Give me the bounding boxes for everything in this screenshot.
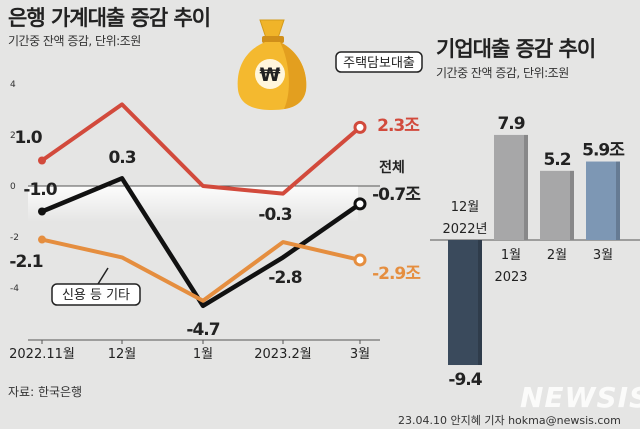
x-tick-label: 3월	[350, 347, 370, 362]
total-line	[41, 176, 362, 309]
corporate-loan-bar-chart: -9.4 12월 2022년 7.9 1월 2023 5.2 2월 5.9조 3월	[430, 114, 640, 390]
credit-label-nov: -2.1	[9, 252, 42, 272]
total-series-name: 전체	[379, 159, 405, 176]
total-label-mar: -0.7조	[372, 185, 421, 205]
x-tick-label: 2022.11월	[9, 347, 75, 362]
mortgage-series-name: 주택담보대출	[343, 56, 415, 71]
won-sign-icon: ₩	[260, 64, 281, 86]
bar-category-label: 12월	[451, 200, 480, 215]
credit-callout-pointer	[97, 267, 109, 285]
bar	[448, 240, 482, 366]
y-tick-label: 2	[10, 131, 16, 141]
bar	[494, 134, 528, 240]
credit-line-start-dot	[38, 235, 46, 244]
mortgage-line-end-marker	[353, 120, 367, 134]
x-tick-label: 2023.2월	[254, 347, 311, 362]
credit-label-mar: -2.9조	[372, 264, 421, 284]
left-chart-title: 은행 가계대출 증감 추이	[8, 6, 211, 30]
total-label-feb: -2.8	[268, 268, 301, 288]
credit-text: 23.04.10 안지혜 기자 hokma@newsis.com	[398, 414, 621, 427]
y-tick-label: 0	[10, 182, 16, 192]
total-label-nov: -1.0	[23, 180, 57, 200]
bar-category-label: 1월	[501, 248, 521, 263]
bar-value-label: 5.2	[543, 150, 570, 170]
bar-shade	[478, 240, 482, 366]
left-chart-subtitle: 기간중 잔액 증감, 단위:조원	[8, 34, 141, 48]
x-tick-label: 1월	[193, 347, 213, 362]
total-line-start-dot	[38, 207, 46, 216]
credit-line-end-marker	[353, 253, 367, 267]
mortgage-label-feb: -0.3	[258, 205, 291, 225]
bar-value-label: -9.4	[448, 370, 482, 390]
bar-category-sublabel: 2022년	[442, 222, 487, 237]
bar-shade	[570, 170, 574, 240]
credit-line	[41, 237, 361, 303]
y-tick-label: -2	[10, 233, 19, 243]
bar-category-label: 2월	[547, 248, 567, 263]
source-text: 자료: 한국은행	[8, 385, 83, 399]
mortgage-label-nov: 1.0	[14, 128, 42, 148]
newsis-logo: NEWSIS	[520, 381, 640, 414]
bar-shade	[616, 161, 620, 240]
bar-category-label: 3월	[593, 248, 613, 263]
bar-value-label: 7.9	[497, 114, 524, 134]
y-tick-label: -4	[10, 284, 19, 294]
bar	[586, 161, 620, 240]
right-chart-subtitle: 기간중 잔액 증감, 단위:조원	[436, 66, 569, 80]
credit-series-name: 신용 등 기타	[62, 288, 130, 303]
zero-band	[28, 186, 358, 222]
bar-shade	[524, 134, 528, 240]
total-label-jan: -4.7	[186, 320, 219, 340]
credit-callout-box	[51, 283, 141, 306]
money-bag-icon: ₩	[237, 19, 307, 110]
x-tick-label: 12월	[108, 347, 137, 362]
right-chart-title: 기업대출 증감 추이	[436, 37, 596, 61]
total-label-dec: 0.3	[108, 148, 135, 168]
bar	[540, 170, 574, 240]
mortgage-line-start-dot	[38, 156, 46, 165]
mortgage-callout-box	[335, 51, 423, 73]
bar-category-sublabel: 2023	[494, 270, 527, 285]
bar-value-label: 5.9조	[582, 141, 625, 161]
mortgage-label-mar: 2.3조	[377, 116, 420, 136]
household-loan-line-chart: 4 2 0 -2 -4 2022.11월 12월 1월 2023.2월 3월 1.0 2.3조 -0.3…	[9, 51, 423, 362]
mortgage-line	[40, 102, 362, 196]
total-line-end-marker	[353, 197, 367, 211]
y-tick-label: 4	[10, 80, 16, 90]
